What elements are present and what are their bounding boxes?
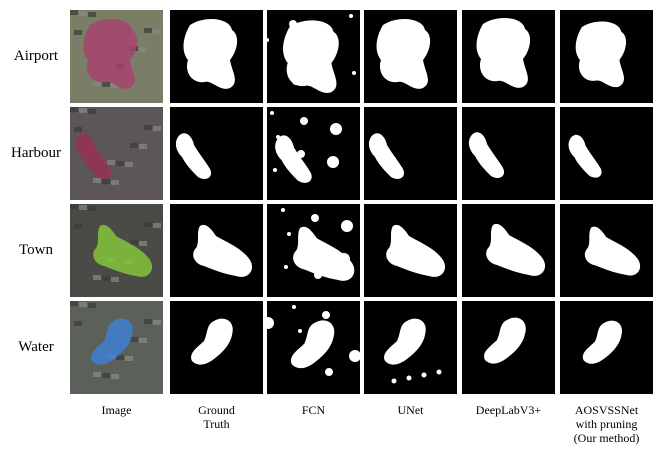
mask-image bbox=[560, 10, 653, 103]
row-label: Town bbox=[19, 242, 53, 258]
mask-image bbox=[462, 204, 555, 297]
page: {"row_labels":["Airport","Harbour","Town… bbox=[0, 0, 657, 449]
input-image bbox=[70, 107, 163, 200]
row-label: Harbour bbox=[11, 145, 61, 161]
mask-image bbox=[267, 107, 360, 200]
mask-image bbox=[170, 107, 263, 200]
mask-image bbox=[170, 204, 263, 297]
mask-image bbox=[462, 107, 555, 200]
mask-image bbox=[170, 301, 263, 394]
mask-image bbox=[265, 10, 360, 103]
input-image bbox=[70, 301, 163, 394]
mask-image bbox=[462, 301, 555, 394]
row-label: Water bbox=[18, 339, 53, 355]
input-image bbox=[70, 204, 163, 297]
mask-image bbox=[364, 204, 457, 297]
mask-image bbox=[364, 10, 457, 103]
column-label: UNet bbox=[398, 403, 425, 417]
mask-image bbox=[170, 10, 263, 103]
column-label: Ground bbox=[198, 403, 235, 417]
column-label: (Our method) bbox=[574, 431, 640, 445]
column-label: with pruning bbox=[576, 417, 638, 431]
figure: Airport Harbour Town Water Image GroundTruth F… bbox=[0, 0, 657, 449]
mask-image bbox=[267, 204, 360, 297]
column-label: AOSVSSNet bbox=[575, 403, 639, 417]
mask-image bbox=[560, 301, 653, 394]
mask-image bbox=[560, 107, 653, 200]
column-label: DeepLabV3+ bbox=[476, 403, 542, 417]
input-image bbox=[70, 10, 163, 103]
column-label: Truth bbox=[203, 417, 229, 431]
row-label: Airport bbox=[14, 48, 59, 64]
mask-image bbox=[262, 301, 361, 394]
mask-image bbox=[462, 10, 555, 103]
mask-image bbox=[364, 301, 457, 394]
column-label: Image bbox=[102, 403, 132, 417]
mask-image bbox=[364, 107, 457, 200]
mask-image bbox=[560, 204, 653, 297]
column-label: FCN bbox=[302, 403, 326, 417]
